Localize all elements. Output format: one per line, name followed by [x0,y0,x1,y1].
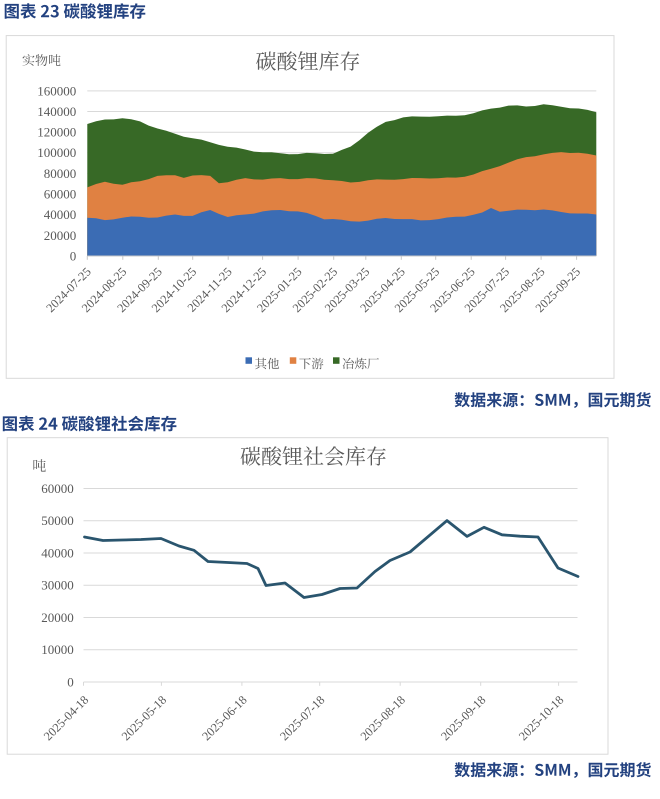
svg-text:30000: 30000 [41,578,74,593]
svg-text:160000: 160000 [37,83,76,98]
svg-text:100000: 100000 [37,145,76,160]
svg-text:140000: 140000 [37,104,76,119]
svg-text:20000: 20000 [44,228,77,243]
svg-text:60000: 60000 [44,187,77,202]
svg-text:60000: 60000 [41,481,74,496]
svg-text:10000: 10000 [41,642,74,657]
svg-text:40000: 40000 [41,545,74,560]
svg-text:120000: 120000 [37,125,76,140]
svg-text:80000: 80000 [44,166,77,181]
svg-text:20000: 20000 [41,610,74,625]
svg-text:0: 0 [67,674,74,689]
svg-text:0: 0 [70,248,77,263]
svg-text:40000: 40000 [44,207,77,222]
svg-text:50000: 50000 [41,513,74,528]
